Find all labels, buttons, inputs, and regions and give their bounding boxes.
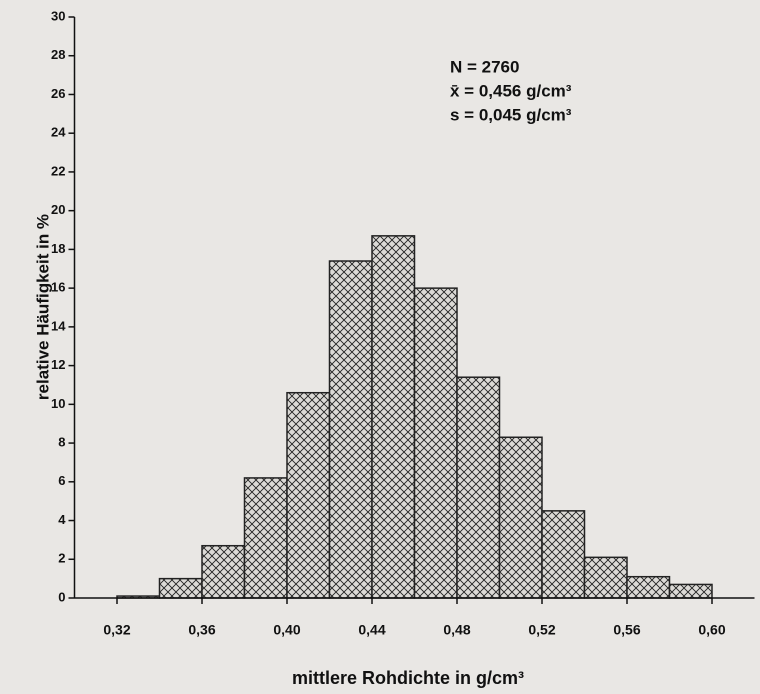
x-tick-label: 0,52 <box>528 622 555 638</box>
y-tick-label: 30 <box>51 8 65 23</box>
y-tick-label: 22 <box>51 163 65 178</box>
y-axis-label: relative Häufigkeit in % <box>33 214 52 400</box>
x-tick-label: 0,44 <box>358 622 385 638</box>
x-tick-label: 0,36 <box>188 622 215 638</box>
bar <box>413 287 458 599</box>
x-tick-label: 0,32 <box>103 622 130 638</box>
bar <box>286 391 331 599</box>
y-tick-label: 12 <box>51 357 65 372</box>
y-tick-label: 18 <box>51 241 65 256</box>
bar <box>328 260 373 599</box>
y-tick-label: 26 <box>51 86 65 101</box>
y-tick-label: 14 <box>51 318 66 333</box>
y-tick-label: 24 <box>51 125 66 140</box>
bar <box>158 577 203 599</box>
y-tick-label: 4 <box>58 512 66 527</box>
bar <box>201 544 246 599</box>
bar <box>498 436 543 599</box>
y-tick-label: 6 <box>58 473 65 488</box>
bar <box>583 556 628 599</box>
bar <box>668 583 713 599</box>
bar <box>626 575 671 599</box>
y-tick-label: 0 <box>58 589 65 604</box>
y-tick-label: 20 <box>51 202 65 217</box>
bar <box>371 235 416 599</box>
bar <box>541 510 586 599</box>
y-tick-label: 28 <box>51 47 65 62</box>
y-tick-label: 10 <box>51 396 65 411</box>
x-tick-label: 0,60 <box>698 622 725 638</box>
x-axis-label: mittlere Rohdichte in g/cm³ <box>292 668 524 688</box>
x-tick-label: 0,56 <box>613 622 640 638</box>
annotation: s = 0,045 g/cm³ <box>450 105 572 124</box>
x-tick-label: 0,48 <box>443 622 470 638</box>
x-tick-label: 0,40 <box>273 622 300 638</box>
bar <box>243 477 288 599</box>
annotation: N = 2760 <box>450 57 519 76</box>
annotation: x̄ = 0,456 g/cm³ <box>450 81 572 100</box>
y-tick-label: 2 <box>58 551 65 566</box>
y-tick-label: 8 <box>58 435 65 450</box>
y-tick-label: 16 <box>51 280 65 295</box>
bar <box>456 376 501 599</box>
